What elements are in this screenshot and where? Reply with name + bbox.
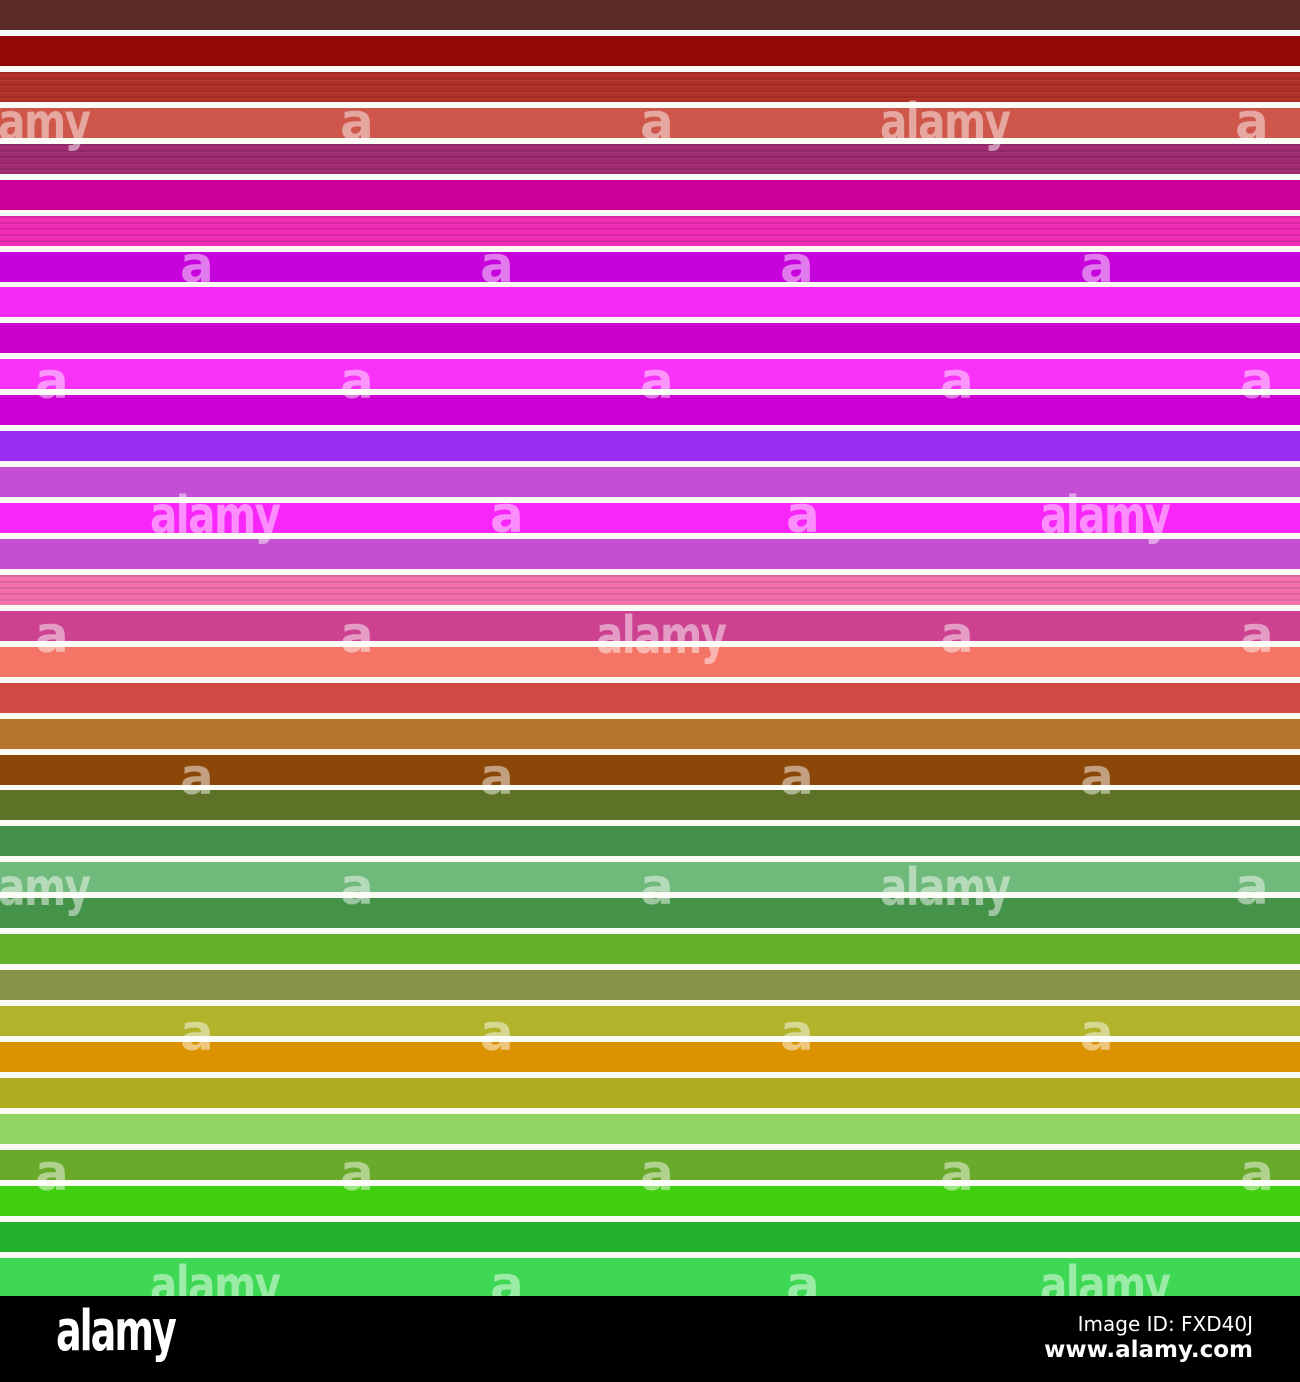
stripe xyxy=(0,431,1300,461)
stripe xyxy=(0,1258,1300,1297)
stripe xyxy=(0,898,1300,928)
stripe xyxy=(0,395,1300,425)
stripe xyxy=(0,1078,1300,1108)
stripe xyxy=(0,287,1300,317)
stripe xyxy=(0,539,1300,569)
stripe xyxy=(0,252,1300,282)
stripe xyxy=(0,970,1300,1000)
stripe xyxy=(0,755,1300,785)
stripe xyxy=(0,359,1300,389)
stripe xyxy=(0,144,1300,174)
stripe xyxy=(0,72,1300,102)
stripe xyxy=(0,862,1300,892)
stripe xyxy=(0,36,1300,66)
stripe xyxy=(0,934,1300,964)
stripe xyxy=(0,826,1300,856)
stripe xyxy=(0,1042,1300,1072)
stripe xyxy=(0,683,1300,713)
stripe xyxy=(0,467,1300,497)
website-url-text: www.alamy.com xyxy=(1044,1337,1253,1363)
stripe xyxy=(0,790,1300,820)
footer-info: Image ID: FXD40J www.alamy.com xyxy=(1044,1312,1253,1364)
stripe xyxy=(0,0,1300,30)
stripe xyxy=(0,108,1300,138)
stripe xyxy=(0,1114,1300,1144)
stripe xyxy=(0,503,1300,533)
alamy-logo: alamy xyxy=(56,1299,177,1364)
stripe xyxy=(0,1006,1300,1036)
stripe xyxy=(0,575,1300,605)
stripe xyxy=(0,180,1300,210)
stripe xyxy=(0,611,1300,641)
stripe xyxy=(0,1186,1300,1216)
stripe xyxy=(0,1150,1300,1180)
image-id-text: Image ID: FXD40J xyxy=(1077,1312,1253,1336)
footer-bar: alamy Image ID: FXD40J www.alamy.com xyxy=(0,1296,1300,1382)
stripe xyxy=(0,647,1300,677)
stripe xyxy=(0,1222,1300,1252)
stripe xyxy=(0,323,1300,353)
stripe xyxy=(0,719,1300,749)
stripe xyxy=(0,216,1300,246)
